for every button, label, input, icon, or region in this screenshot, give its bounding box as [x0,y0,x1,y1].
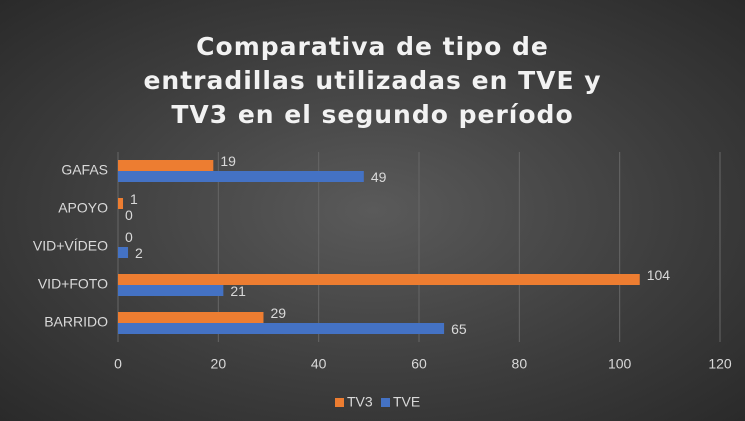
data-label: 29 [270,305,286,321]
bar [118,160,214,171]
legend-label: TVE [393,394,420,410]
bar [118,312,264,323]
y-tick-label: BARRIDO [44,314,108,330]
data-label: 21 [230,283,246,299]
data-label: 0 [125,207,133,223]
data-label: 1 [130,191,138,207]
bar [118,171,364,182]
data-label: 104 [647,267,671,283]
x-tick-label: 40 [311,356,327,372]
data-label: 19 [220,153,236,169]
legend-label: TV3 [347,394,373,410]
x-tick-label: 0 [114,356,122,372]
chart-title: Comparativa de tipo de entradillas utili… [143,32,602,129]
data-label: 49 [371,169,387,185]
y-tick-label: GAFAS [61,162,108,178]
bar [118,285,224,296]
bar [118,274,640,285]
legend-swatch [381,398,390,407]
bar [118,323,445,334]
bar [118,198,124,209]
y-tick-label: APOYO [58,200,108,216]
data-label: 0 [125,229,133,245]
y-tick-label: VID+VÍDEO [33,238,108,254]
y-tick-label: VID+FOTO [38,276,108,292]
x-tick-label: 20 [211,356,227,372]
data-label: 2 [135,245,143,261]
x-tick-label: 60 [411,356,427,372]
x-tick-label: 120 [708,356,732,372]
bar [118,247,129,258]
x-tick-label: 100 [608,356,632,372]
data-label: 65 [451,321,467,337]
legend-swatch [335,398,344,407]
x-tick-label: 80 [512,356,528,372]
